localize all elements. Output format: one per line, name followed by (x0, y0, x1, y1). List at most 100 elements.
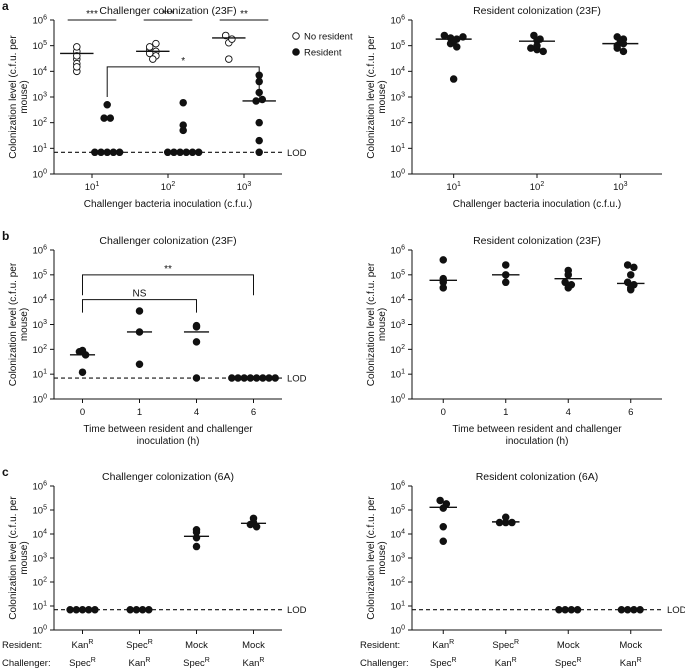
x-tick-resident-label-base: Spec (126, 640, 148, 651)
y-tick-label: 100 (33, 169, 48, 181)
panel-label-c: c (2, 465, 9, 479)
data-point-filled (564, 284, 573, 292)
data-point-filled (564, 271, 573, 279)
significance-label: ** (164, 264, 172, 275)
data-point-filled (84, 605, 93, 614)
data-point-filled (627, 286, 635, 294)
y-tick-label-base: 10 (33, 118, 44, 129)
x-tick-resident-label-sup: R (148, 639, 153, 646)
y-tick-label-sup: 4 (43, 529, 47, 536)
data-point-filled (271, 374, 279, 382)
y-tick-label-base: 10 (33, 41, 44, 52)
data-point-filled (539, 47, 547, 56)
chart-a-right: Resident colonization (23F)1001011021031… (366, 5, 662, 210)
y-tick-label-sup: 2 (401, 344, 405, 351)
y-tick-label-base: 10 (391, 67, 402, 78)
y-tick-label-base: 10 (391, 506, 402, 517)
y-tick-label: 104 (391, 294, 406, 306)
legend-marker-filled (292, 48, 300, 56)
y-axis-label-line1: Colonization level (c.f.u. per (8, 262, 19, 386)
x-tick-challenger-label-base: Spec (555, 658, 577, 669)
y-axis-label: Colonization level (c.f.u. permouse) (8, 262, 30, 386)
row-label-resident: Resident: (2, 640, 42, 651)
legend: No resident Resident (292, 32, 353, 59)
x-tick-label: 1 (137, 407, 142, 418)
y-tick-label-sup: 5 (43, 505, 47, 512)
y-tick-label: 104 (33, 529, 48, 541)
data-point-filled (192, 542, 201, 551)
y-tick-label-sup: 3 (401, 92, 405, 99)
x-tick-resident-label-base: Spec (492, 640, 514, 651)
data-point-filled (453, 43, 461, 51)
x-tick-challenger-label-sup: R (259, 657, 264, 664)
x-axis-label: Challenger bacteria inoculation (c.f.u.) (84, 199, 252, 210)
data-point-filled (78, 346, 87, 355)
x-tick-resident-label: SpecR (492, 639, 519, 651)
data-point-filled (623, 605, 632, 614)
x-tick-label-sup: 1 (457, 181, 461, 188)
data-point-open (152, 39, 160, 48)
y-tick-label: 100 (391, 625, 406, 637)
row-label-challenger-right: Challenger: (360, 658, 409, 669)
x-tick-label-base: 1 (137, 407, 142, 418)
y-tick-label-base: 10 (33, 554, 44, 565)
y-tick-label-base: 10 (391, 482, 402, 493)
y-tick-label: 102 (391, 577, 406, 589)
y-tick-label: 102 (33, 577, 48, 589)
legend-label-no-resident: No resident (304, 32, 353, 43)
data-point-open (73, 63, 81, 71)
y-tick-label-base: 10 (33, 295, 44, 306)
data-point-filled (561, 605, 569, 614)
y-tick-label-sup: 3 (401, 319, 405, 326)
y-tick-label: 102 (391, 117, 406, 129)
x-tick-challenger-label-sup: R (205, 657, 210, 664)
y-tick-label-base: 10 (391, 295, 402, 306)
y-tick-label-base: 10 (33, 370, 44, 381)
data-point-filled (255, 118, 263, 127)
y-axis-label-line2: mouse) (19, 541, 30, 574)
y-tick-label: 102 (33, 117, 48, 129)
data-point-filled (436, 496, 444, 505)
lod-label: LOD (667, 605, 685, 616)
y-tick-label: 103 (33, 319, 48, 331)
data-point-filled (449, 75, 458, 83)
x-axis-label-line1: Time between resident and challenger (452, 424, 622, 435)
y-tick-label-base: 10 (391, 93, 402, 104)
x-tick-resident-label-sup: R (514, 639, 519, 646)
y-tick-label: 103 (33, 92, 48, 104)
y-tick-label-sup: 0 (401, 625, 405, 632)
data-point-filled (78, 605, 87, 614)
y-tick-label: 101 (391, 601, 406, 613)
data-point-filled (246, 520, 255, 529)
x-tick-challenger-label-base: Spec (430, 658, 452, 669)
y-tick-label-sup: 2 (43, 344, 47, 351)
x-tick-challenger-label: SpecR (69, 657, 96, 669)
x-tick-label-base: 10 (446, 182, 457, 193)
x-tick-label-base: 10 (237, 182, 248, 193)
y-tick-label-sup: 0 (401, 169, 405, 176)
y-tick-label: 104 (391, 529, 406, 541)
chart-c-right: Resident colonization (6A)10010110210310… (366, 471, 685, 669)
x-tick-challenger-label-base: Spec (183, 658, 205, 669)
y-tick-label-base: 10 (391, 16, 402, 27)
x-tick-resident-label: SpecR (126, 639, 153, 651)
y-tick-label-sup: 1 (401, 143, 405, 150)
data-point-filled (555, 605, 563, 614)
x-tick-label: 6 (251, 407, 256, 418)
x-tick-label-sup: 3 (624, 181, 628, 188)
data-point-filled (255, 148, 263, 157)
y-tick-label-base: 10 (391, 118, 402, 129)
x-tick-label-base: 10 (85, 182, 96, 193)
y-tick-label-sup: 0 (43, 625, 47, 632)
y-tick-label: 102 (33, 344, 48, 356)
data-point-filled (439, 284, 448, 292)
data-point-filled (623, 261, 632, 269)
y-tick-label-base: 10 (33, 270, 44, 281)
data-point-filled (228, 374, 236, 382)
x-tick-label-base: 10 (613, 182, 624, 193)
y-axis-label-line2: mouse) (19, 80, 30, 113)
x-tick-challenger-label: KanR (243, 657, 265, 669)
data-point-open (145, 43, 154, 51)
x-tick-resident-label-sup: R (88, 639, 93, 646)
